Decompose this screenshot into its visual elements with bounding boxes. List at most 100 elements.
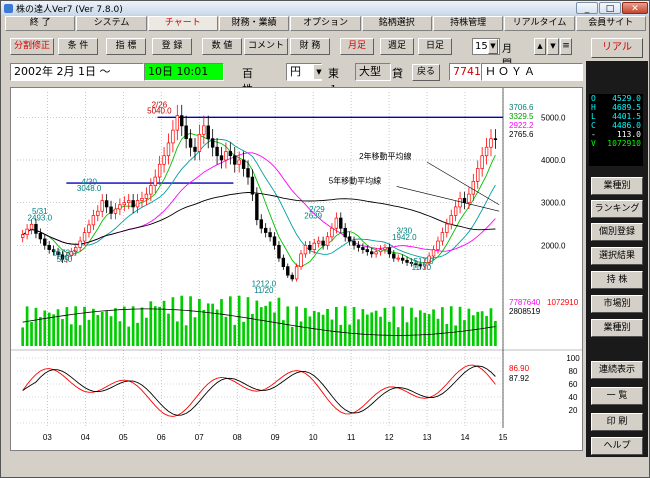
realtime-button[interactable]: リアル xyxy=(591,38,643,58)
candle-body-35 xyxy=(175,115,180,131)
candle-body-82 xyxy=(383,247,387,250)
candle-body-54 xyxy=(259,219,263,229)
volume-bar-64 xyxy=(304,308,307,346)
up-arrow-icon[interactable]: ▲ xyxy=(534,38,546,55)
candle-body-51 xyxy=(246,168,250,178)
menu-item-1[interactable]: システム xyxy=(76,16,147,31)
candle-body-34 xyxy=(171,129,175,144)
daily-button[interactable]: 日足 xyxy=(418,38,452,55)
volume-bar-13 xyxy=(78,325,82,346)
volume-bar-32 xyxy=(162,300,166,346)
x-tick-03: 03 xyxy=(43,433,52,442)
menu-item-4[interactable]: オプション xyxy=(290,16,361,31)
candle-body-15 xyxy=(87,224,91,233)
comment-button[interactable]: コメント xyxy=(244,38,288,55)
candle-body-13 xyxy=(78,240,82,248)
volume-bar-46 xyxy=(224,316,228,346)
split-adjust-button[interactable]: 分割修正 xyxy=(10,38,54,55)
indicator-button[interactable]: 指 標 xyxy=(106,38,146,55)
menu-item-8[interactable]: 会員サイト xyxy=(575,16,646,31)
annotation-1: 5040.0 xyxy=(147,106,172,115)
x-tick-10: 10 xyxy=(309,433,318,442)
price-tick-0: 5000.0 xyxy=(541,113,566,122)
menu-item-5[interactable]: 銘柄選択 xyxy=(361,16,432,31)
volume-bar-87 xyxy=(405,322,409,346)
finance-button[interactable]: 財 務 xyxy=(290,38,330,55)
monthly-button[interactable]: 月足 xyxy=(340,38,374,55)
candle-body-4 xyxy=(38,233,43,240)
candle-body-66 xyxy=(312,242,316,250)
close-button[interactable]: ✕ xyxy=(622,2,648,14)
side-button-2[interactable]: 個別登録 xyxy=(591,223,643,241)
side-button-1[interactable]: ランキング xyxy=(591,200,643,218)
volume-bar-50 xyxy=(242,321,245,346)
side-button-4[interactable]: 持 株 xyxy=(591,271,643,289)
volume-bar-79 xyxy=(370,312,374,346)
volume-bar-65 xyxy=(308,316,312,346)
quote-key: O xyxy=(591,94,596,103)
volume-bar-94 xyxy=(436,318,440,346)
volume-bar-82 xyxy=(383,307,387,346)
menu-item-3[interactable]: 財務・業績 xyxy=(218,16,290,31)
volume-bar-40 xyxy=(198,298,201,346)
date-field[interactable]: 2002年 2月 1日 ～ xyxy=(10,63,144,81)
side-button-7[interactable]: 連続表示 xyxy=(591,361,643,379)
x-tick-04: 04 xyxy=(81,433,90,442)
stock-code-field[interactable]: 7741 xyxy=(449,63,481,81)
candle-body-57 xyxy=(272,236,277,246)
right-price-label-1: 3329.5 xyxy=(509,112,534,121)
volume-bar-0 xyxy=(21,327,25,346)
candle-body-63 xyxy=(299,253,303,268)
volume-bar-77 xyxy=(361,309,365,346)
side-button-3[interactable]: 選択結果 xyxy=(591,247,643,265)
annotation-12: 3/30 xyxy=(396,226,412,235)
side-button-0[interactable]: 業種別 xyxy=(591,177,643,195)
menu-item-0[interactable]: 終 了 xyxy=(5,16,76,31)
annotation-6: 1673.0 xyxy=(52,249,77,258)
condition-button[interactable]: 条 件 xyxy=(58,38,98,55)
osc-tick-4: 20 xyxy=(569,406,578,415)
menu-item-7[interactable]: リアルタイム xyxy=(504,16,575,31)
annotation-2: 4/30 xyxy=(81,178,97,187)
menu-list-icon[interactable]: ≡ xyxy=(560,38,572,55)
menu-item-6[interactable]: 持株管理 xyxy=(432,16,504,31)
quote-row-C: C 4486.0 xyxy=(589,121,643,130)
annotation-3: 3048.0 xyxy=(77,184,102,193)
volume-bar-12 xyxy=(74,306,78,346)
volume-bar-35 xyxy=(175,321,179,346)
quote-row-V: V 1072910 xyxy=(589,139,643,148)
side-button-9[interactable]: 印 刷 xyxy=(591,413,643,431)
volume-bar-89 xyxy=(414,317,418,346)
candle-body-2 xyxy=(29,223,34,230)
side-button-6[interactable]: 業種別 xyxy=(591,319,643,337)
side-button-10[interactable]: ヘルプ xyxy=(591,437,643,455)
candle-body-83 xyxy=(387,247,392,255)
menu-item-2[interactable]: チャート xyxy=(147,16,218,31)
down-arrow-icon[interactable]: ▼ xyxy=(547,38,559,55)
candle-body-80 xyxy=(374,251,378,255)
side-button-5[interactable]: 市場別 xyxy=(591,295,643,313)
side-button-8[interactable]: 一 覧 xyxy=(591,387,643,405)
volume-bar-14 xyxy=(83,306,86,346)
back-button[interactable]: 戻る xyxy=(412,64,440,81)
price-tick-3: 2000.0 xyxy=(541,241,566,250)
x-tick-14: 14 xyxy=(461,433,470,442)
volume-bar-96 xyxy=(445,324,449,346)
numeric-button[interactable]: 数 値 xyxy=(202,38,242,55)
price-tick-1: 4000.0 xyxy=(541,156,566,165)
volume-ma-line xyxy=(22,308,496,336)
candle-body-74 xyxy=(347,236,352,242)
register-button[interactable]: 登 録 xyxy=(152,38,192,55)
maximize-button[interactable]: □ xyxy=(599,2,621,14)
period-dropdown-icon[interactable]: ▼ xyxy=(488,39,498,54)
right-price-label-2: 2922.2 xyxy=(509,121,534,130)
weekly-button[interactable]: 週足 xyxy=(380,38,414,55)
quote-key: H xyxy=(591,103,596,112)
currency-dropdown-icon[interactable]: ▼ xyxy=(314,65,324,79)
right-price-label-3: 2765.6 xyxy=(509,130,534,139)
candle-body-25 xyxy=(131,200,135,208)
minimize-button[interactable]: _ xyxy=(576,2,598,14)
volume-bar-83 xyxy=(388,321,391,346)
annotation-11: 2639 xyxy=(304,211,322,220)
